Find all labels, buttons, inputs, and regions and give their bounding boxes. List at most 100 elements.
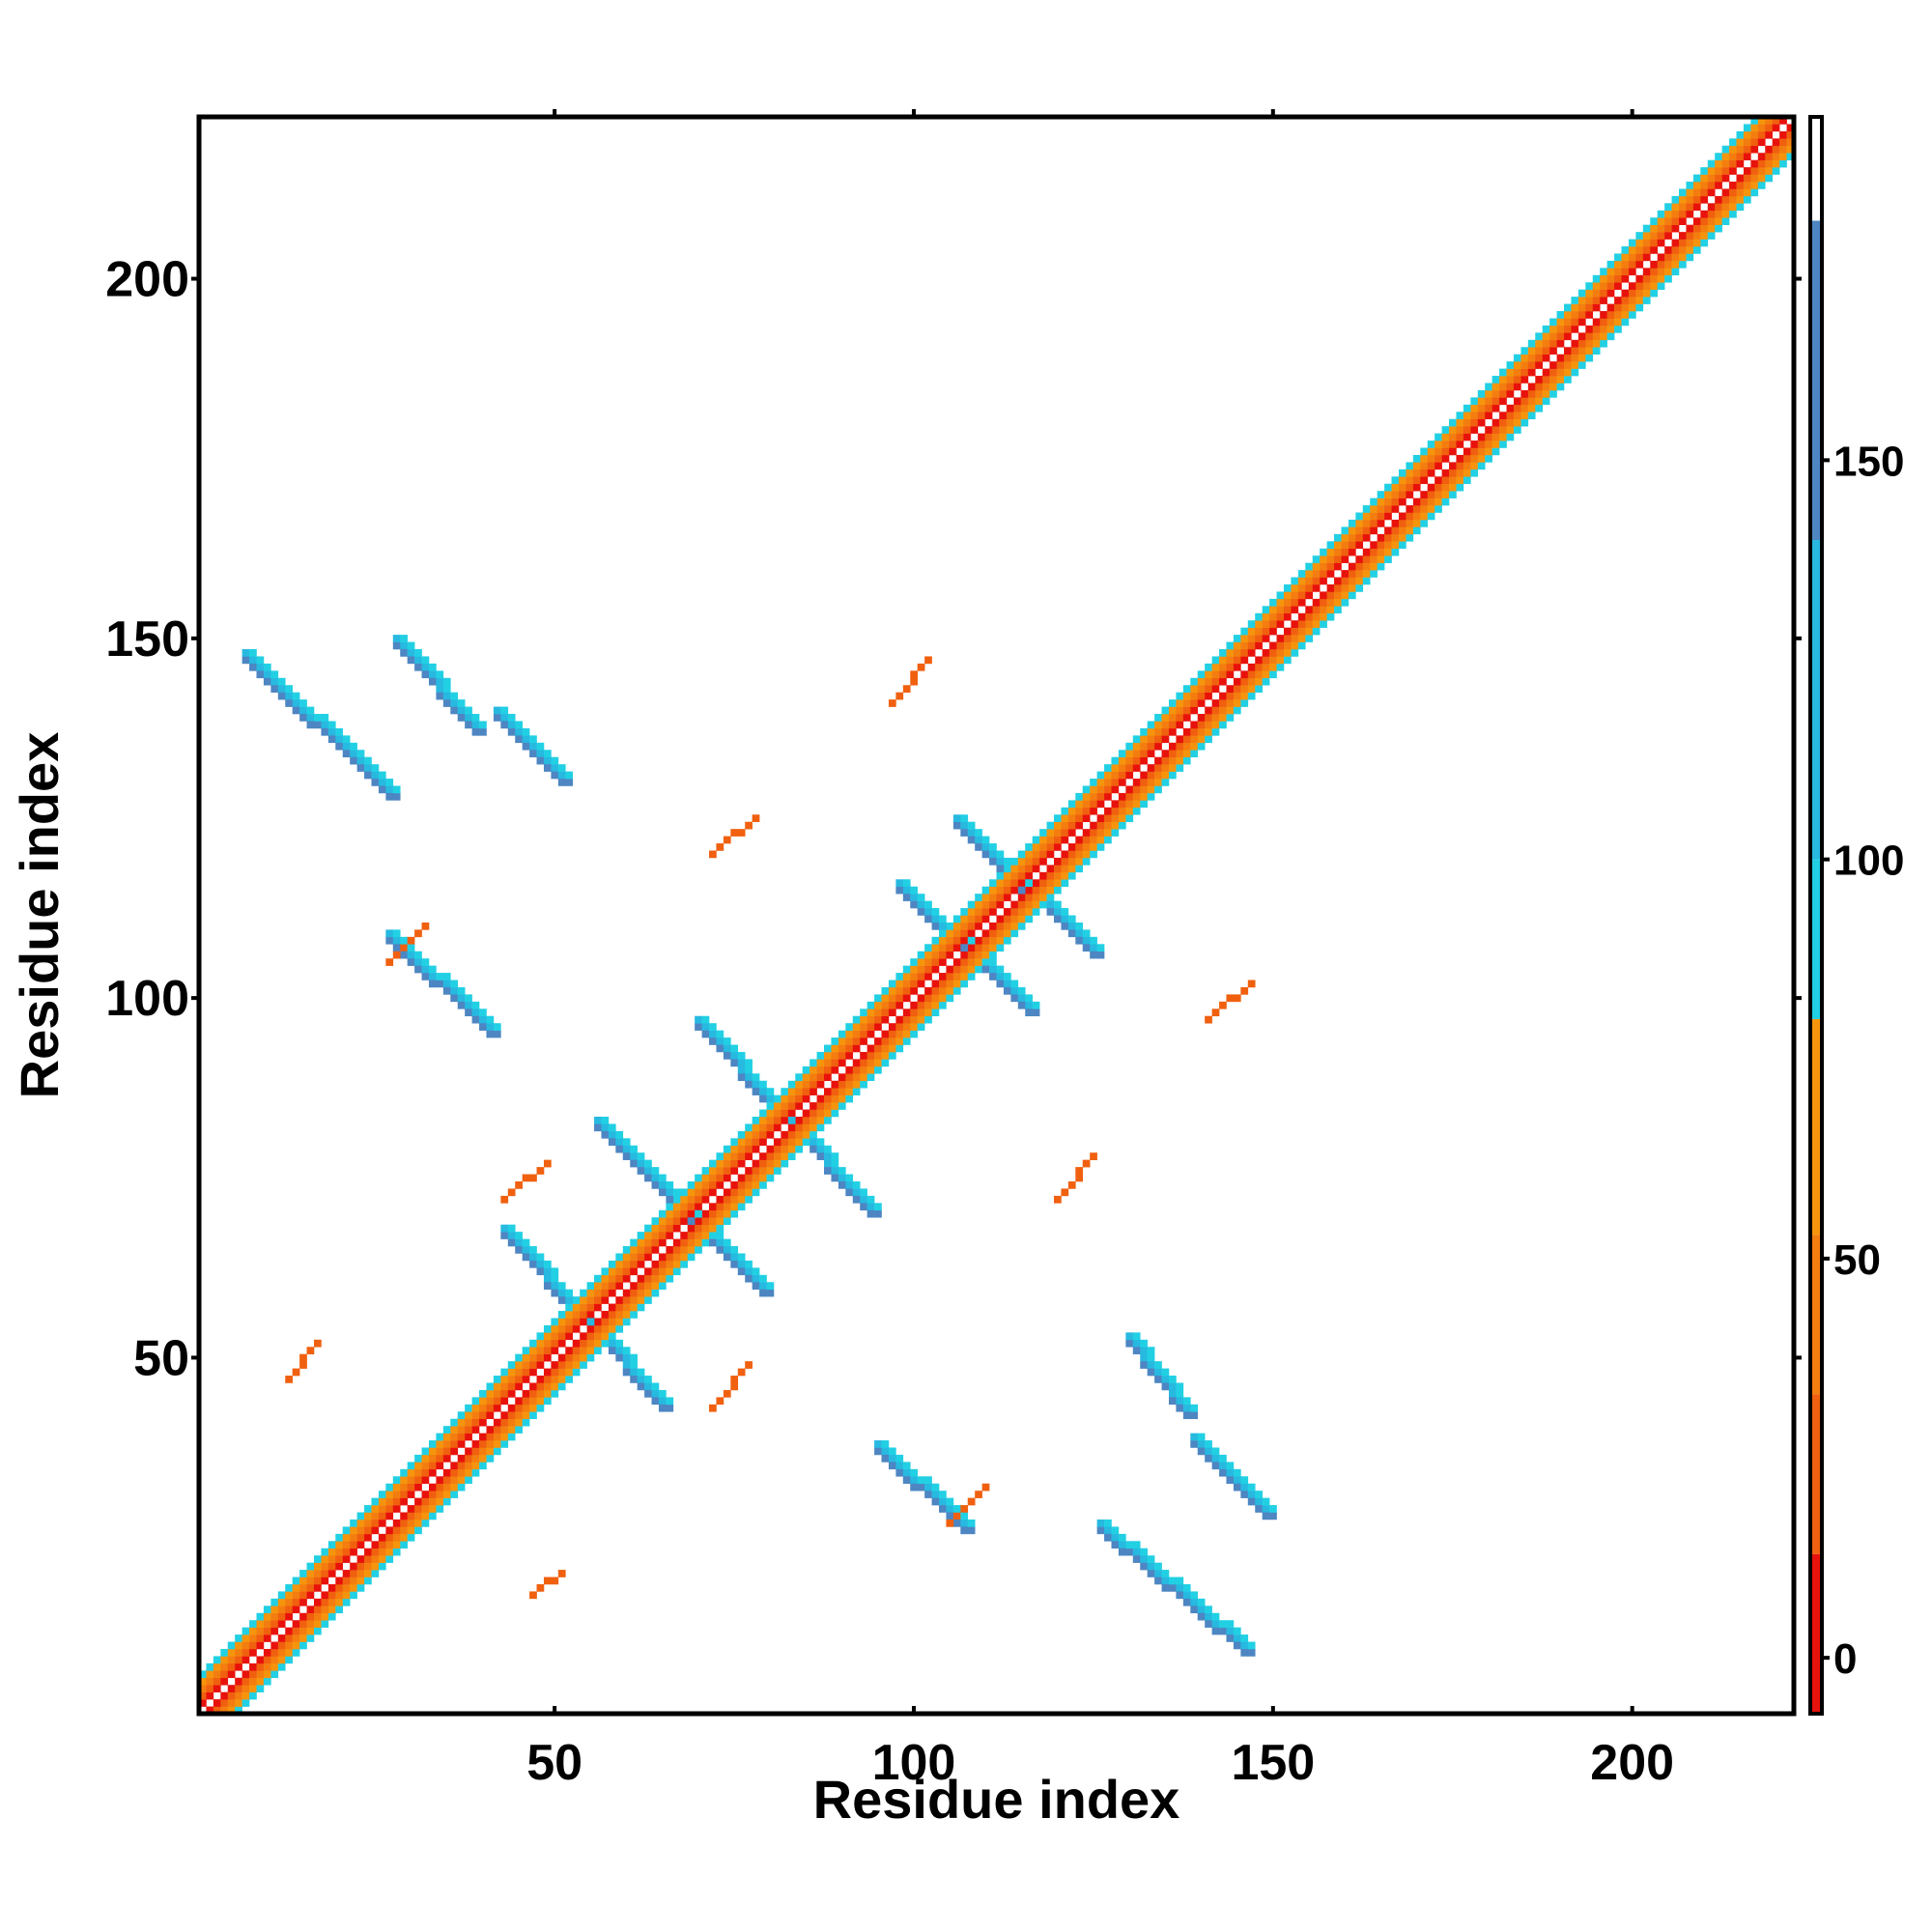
heatmap-cell [1592,332,1601,341]
heatmap-cell [902,1476,911,1485]
heatmap-cell [687,1238,696,1247]
heatmap-cell [277,1656,286,1664]
heatmap-cell [277,1662,286,1671]
heatmap-cell [709,1203,717,1211]
heatmap-cell [1614,318,1622,327]
heatmap-cell [557,1311,566,1319]
heatmap-cell [565,1361,574,1369]
heatmap-cell [952,922,961,930]
heatmap-cell [1090,800,1097,809]
heatmap-cell [1477,433,1486,441]
heatmap-cell [1571,325,1579,333]
heatmap-cell [557,1376,566,1383]
heatmap-cell [1398,483,1406,492]
heatmap-cell [1226,1634,1235,1642]
heatmap-cell [824,1159,832,1168]
heatmap-cell [1564,376,1572,384]
heatmap-cell [630,1260,638,1268]
heatmap-cell [1283,635,1292,642]
heatmap-cell [1398,541,1406,550]
heatmap-cell [522,1397,530,1406]
heatmap-cell [730,1167,739,1175]
heatmap-cell [1283,612,1292,621]
heatmap-cell [1743,145,1751,154]
heatmap-cell [1384,526,1392,535]
heatmap-cell [1176,1397,1184,1406]
heatmap-cell [356,1583,365,1592]
heatmap-cell [557,1318,566,1326]
heatmap-cell [1420,505,1429,513]
heatmap-cell [1205,1620,1212,1628]
heatmap-cell [1096,771,1105,780]
heatmap-cell [206,1685,214,1692]
heatmap-cell [1046,900,1055,909]
heatmap-cell [536,756,545,765]
heatmap-cell [1140,800,1148,809]
heatmap-cell [421,670,430,679]
heatmap-cell [917,1483,925,1492]
heatmap-cell [306,1562,315,1571]
heatmap-cell [1470,418,1479,427]
heatmap-cell [529,1411,537,1420]
heatmap-cell [385,1505,394,1513]
heatmap-cell [967,1519,976,1527]
heatmap-cell [457,986,466,995]
heatmap-cell [723,1167,731,1175]
heatmap-cell [1470,462,1479,470]
heatmap-cell [1456,462,1464,470]
heatmap-cell [292,1627,300,1635]
heatmap-cell [371,1505,380,1513]
heatmap-cell [1420,497,1429,506]
heatmap-cell [515,1411,523,1420]
heatmap-cell [1506,418,1515,427]
heatmap-cell [917,1009,925,1017]
heatmap-cell [371,771,380,780]
heatmap-cell [701,1167,710,1175]
heatmap-cell [1449,483,1457,492]
heatmap-cell [1707,210,1716,218]
heatmap-cell [931,915,940,923]
heatmap-cell [1140,735,1148,744]
heatmap-cell [543,1353,552,1362]
heatmap-cell [1297,570,1306,578]
heatmap-cell [1140,1361,1148,1369]
heatmap-cell [1054,1195,1062,1204]
heatmap-cell [436,980,444,988]
heatmap-cell [213,1662,221,1671]
heatmap-cell [816,1094,825,1103]
heatmap-cell [1067,871,1076,880]
heatmap-cell [1111,814,1120,823]
heatmap-cell [666,1195,674,1204]
heatmap-cell [1650,224,1658,233]
heatmap-cell [242,1685,250,1692]
heatmap-cell [1211,721,1220,729]
heatmap-cell [1592,318,1601,327]
heatmap-cell [1326,548,1335,556]
heatmap-cell [1211,1627,1220,1635]
heatmap-cell [442,1483,451,1492]
heatmap-cell [1320,598,1327,607]
heatmap-cell [1499,440,1507,448]
heatmap-cell [1499,397,1507,406]
heatmap-cell [716,1232,724,1239]
heatmap-cell [1003,879,1011,888]
heatmap-cell [1743,124,1751,132]
heatmap-cell [651,1260,660,1268]
heatmap-cell [838,1080,846,1089]
heatmap-cell [902,1015,911,1024]
heatmap-cell [1535,389,1544,398]
heatmap-cell [810,1065,817,1074]
heatmap-cell [946,936,954,945]
heatmap-cell [1075,814,1084,823]
heatmap-cell [745,1174,753,1182]
heatmap-cell [1111,800,1120,809]
heatmap-cell [565,779,574,786]
heatmap-cell [672,1238,681,1247]
heatmap-cell [838,1167,846,1175]
heatmap-cell [543,1339,552,1348]
heatmap-cell [1412,476,1421,485]
heatmap-cell [687,1253,696,1262]
heatmap-cell [1226,1462,1235,1470]
heatmap-cell [1585,282,1594,291]
heatmap-cell [392,1526,401,1535]
